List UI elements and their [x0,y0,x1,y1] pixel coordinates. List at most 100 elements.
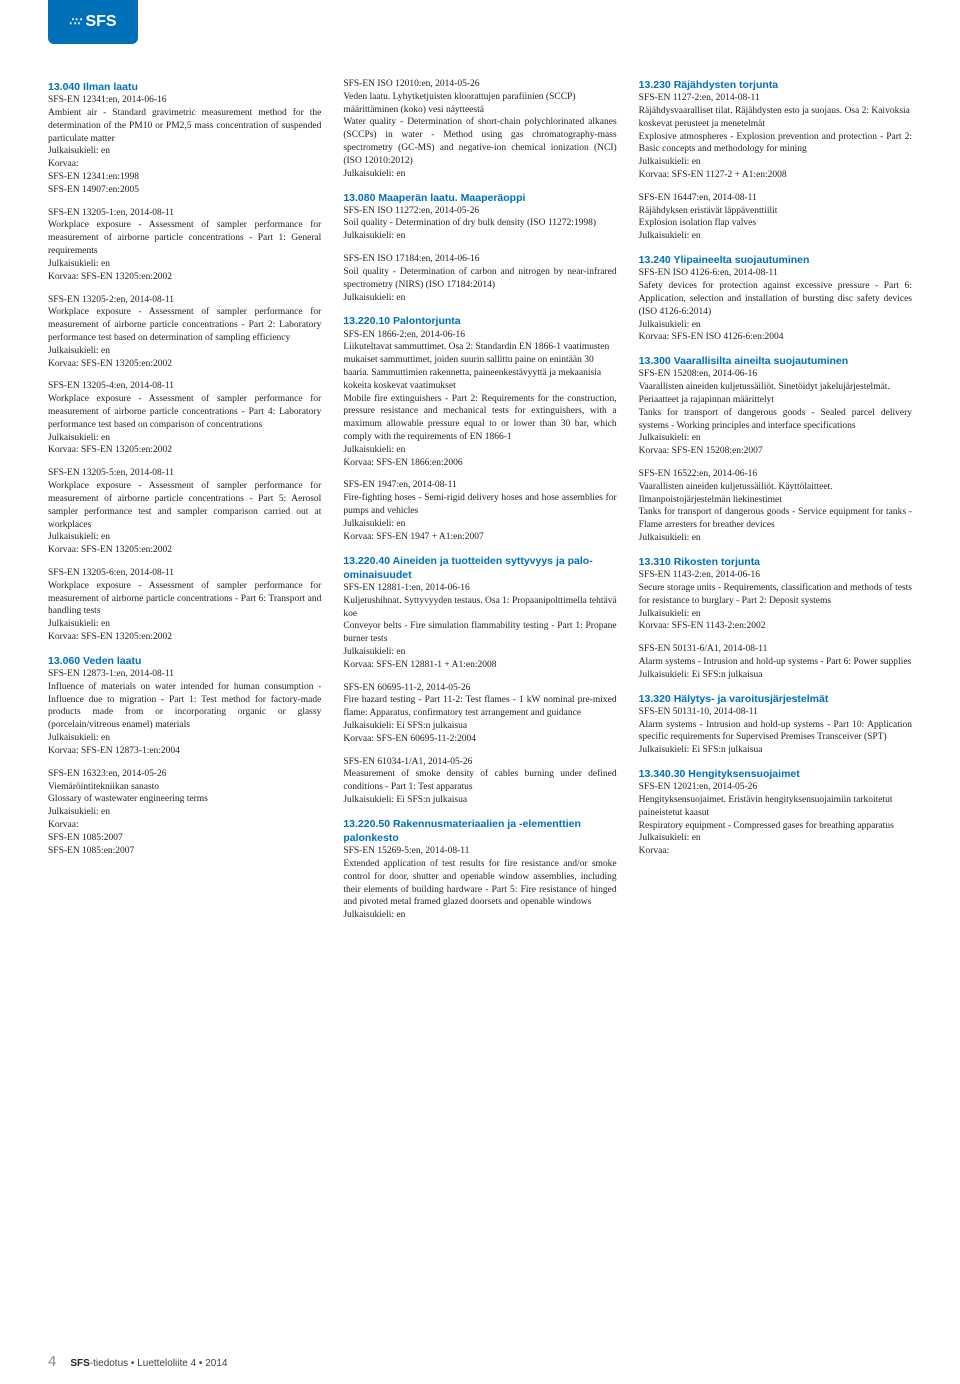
title-finnish: Veden laatu. Lyhytketjuisten kloorattuje… [343,91,616,117]
standard-title: Conveyor belts - Fire simulation flammab… [343,620,616,646]
replaces: Korvaa: SFS-EN 15208:en:2007 [639,445,912,458]
publication-language: Julkaisukieli: en [639,532,912,545]
publication-language: Julkaisukieli: en [639,832,912,845]
section-heading: 13.060 Veden laatu [48,654,321,668]
standard-title: Tanks for transport of dangerous goods -… [639,407,912,433]
standard-code: SFS-EN ISO 12010:en, 2014-05-26 [343,78,616,91]
standard-code: SFS-EN 50131-6/A1, 2014-08-11 [639,643,912,656]
standard-title: Glossary of wastewater engineering terms [48,793,321,806]
standard-title: Fire hazard testing - Part 11-2: Test fl… [343,694,616,720]
standard-code: SFS-EN 1127-2:en, 2014-08-11 [639,92,912,105]
page-number: 4 [48,1352,56,1372]
standard-entry: SFS-EN 1947:en, 2014-08-11Fire-fighting … [343,479,616,543]
standard-code: SFS-EN 13205-6:en, 2014-08-11 [48,567,321,580]
section-heading: 13.080 Maaperän laatu. Maaperäoppi [343,191,616,205]
title-finnish: Viemäröintitekniikan sanasto [48,781,321,794]
standard-title: Ambient air - Standard gravimetric measu… [48,107,321,145]
standard-entry: SFS-EN 61034-1/A1, 2014-05-26Measurement… [343,756,616,807]
publication-language: Julkaisukieli: en [48,432,321,445]
standard-code: SFS-EN ISO 4126-6:en, 2014-08-11 [639,267,912,280]
replaces: Korvaa: SFS-EN 1143-2:en:2002 [639,620,912,633]
replaces: Korvaa: SFS-EN 13205:en:2002 [48,544,321,557]
publication-language: Julkaisukieli: en [639,230,912,243]
standard-code: SFS-EN 50131-10, 2014-08-11 [639,706,912,719]
standard-title: Alarm systems - Intrusion and hold-up sy… [639,719,912,745]
publication-language: Julkaisukieli: en [639,608,912,621]
standard-entry: SFS-EN 60695-11-2, 2014-05-26Fire hazard… [343,682,616,746]
standard-code: SFS-EN ISO 17184:en, 2014-06-16 [343,253,616,266]
standard-title: Workplace exposure - Assessment of sampl… [48,580,321,618]
replaces: Korvaa: [639,845,912,858]
title-finnish: Hengityksensuojaimet. Eristävin hengityk… [639,794,912,820]
standard-title: Soil quality - Determination of carbon a… [343,266,616,292]
title-finnish: Vaarallisten aineiden kuljetussäiliöt. K… [639,481,912,507]
standard-code: SFS-EN 61034-1/A1, 2014-05-26 [343,756,616,769]
standard-title: Soil quality - Determination of dry bulk… [343,217,616,230]
publication-language: Julkaisukieli: en [639,432,912,445]
publication-language: Julkaisukieli: Ei SFS:n julkaisua [639,669,912,682]
standard-code: SFS-EN 13205-4:en, 2014-08-11 [48,380,321,393]
publication-language: Julkaisukieli: en [343,292,616,305]
standard-entry: 13.080 Maaperän laatu. MaaperäoppiSFS-EN… [343,191,616,244]
replaces: Korvaa: SFS-EN 13205:en:2002 [48,358,321,371]
standard-title: Alarm systems - Intrusion and hold-up sy… [639,656,912,669]
standard-entry: 13.240 Ylipaineelta suojautuminenSFS-EN … [639,253,912,344]
replaces: Korvaa: SFS-EN 13205:en:2002 [48,631,321,644]
standard-entry: SFS-EN 16522:en, 2014-06-16Vaarallisten … [639,468,912,545]
standard-code: SFS-EN 1143-2:en, 2014-06-16 [639,569,912,582]
replaces: Korvaa: SFS-EN 12881-1 + A1:en:2008 [343,659,616,672]
section-heading: 13.240 Ylipaineelta suojautuminen [639,253,912,267]
standard-title: Safety devices for protection against ex… [639,280,912,318]
replaces: Korvaa: SFS-EN 60695-11-2:2004 [343,733,616,746]
standard-entry: SFS-EN 13205-5:en, 2014-08-11Workplace e… [48,467,321,557]
standard-code: SFS-EN 60695-11-2, 2014-05-26 [343,682,616,695]
publication-language: Julkaisukieli: Ei SFS:n julkaisua [639,744,912,757]
standard-entry: SFS-EN 50131-6/A1, 2014-08-11Alarm syste… [639,643,912,681]
page-content: 13.040 Ilman laatuSFS-EN 12341:en, 2014-… [48,78,912,1344]
standard-code: SFS-EN 1866-2:en, 2014-06-16 [343,329,616,342]
section-heading: 13.310 Rikosten torjunta [639,555,912,569]
standard-title: Explosion isolation flap valves [639,217,912,230]
standard-entry: 13.320 Hälytys- ja varoitusjärjestelmätS… [639,692,912,757]
standard-entry: 13.300 Vaarallisilta aineilta suojautumi… [639,354,912,458]
replaces: Korvaa: SFS-EN 13205:en:2002 [48,444,321,457]
section-heading: 13.300 Vaarallisilta aineilta suojautumi… [639,354,912,368]
logo-dots-icon: ∴∵ [69,19,81,26]
standard-entry: 13.230 Räjähdysten torjuntaSFS-EN 1127-2… [639,78,912,182]
standard-code: SFS-EN 16447:en, 2014-08-11 [639,192,912,205]
standard-title: Workplace exposure - Assessment of sampl… [48,306,321,344]
replaces: Korvaa: SFS-EN 12341:en:1998 SFS-EN 1490… [48,158,321,196]
publication-language: Julkaisukieli: en [48,145,321,158]
publication-language: Julkaisukieli: en [48,618,321,631]
standard-title: Tanks for transport of dangerous goods -… [639,506,912,532]
section-heading: 13.220.10 Palontorjunta [343,314,616,328]
standard-entry: SFS-EN ISO 17184:en, 2014-06-16Soil qual… [343,253,616,304]
standard-entry: 13.040 Ilman laatuSFS-EN 12341:en, 2014-… [48,80,321,197]
standard-title: Secure storage units - Requirements, cla… [639,582,912,608]
standard-entry: SFS-EN 13205-6:en, 2014-08-11Workplace e… [48,567,321,644]
section-heading: 13.230 Räjähdysten torjunta [639,78,912,92]
publication-language: Julkaisukieli: en [48,258,321,271]
standard-code: SFS-EN 1947:en, 2014-08-11 [343,479,616,492]
standard-entry: SFS-EN 13205-2:en, 2014-08-11Workplace e… [48,294,321,371]
standard-entry: 13.310 Rikosten torjuntaSFS-EN 1143-2:en… [639,555,912,633]
publication-language: Julkaisukieli: en [343,168,616,181]
sfs-logo: ∴∵ SFS [48,0,138,44]
footer-text: SFS-tiedotus • Luetteloliite 4 • 2014 [70,1357,227,1371]
section-heading: 13.340.30 Hengityksensuojaimet [639,767,912,781]
standard-code: SFS-EN 13205-1:en, 2014-08-11 [48,207,321,220]
standard-title: Fire-fighting hoses - Semi-rigid deliver… [343,492,616,518]
standard-entry: SFS-EN 16323:en, 2014-05-26Viemäröintite… [48,768,321,858]
publication-language: Julkaisukieli: en [48,345,321,358]
standard-code: SFS-EN 15208:en, 2014-06-16 [639,368,912,381]
standard-title: Explosive atmospheres - Explosion preven… [639,131,912,157]
standard-code: SFS-EN 12021:en, 2014-05-26 [639,781,912,794]
standard-title: Respiratory equipment - Compressed gases… [639,820,912,833]
standard-title: Water quality - Determination of short-c… [343,116,616,167]
standard-title: Measurement of smoke density of cables b… [343,768,616,794]
section-heading: 13.040 Ilman laatu [48,80,321,94]
standard-entry: 13.340.30 HengityksensuojaimetSFS-EN 120… [639,767,912,858]
publication-language: Julkaisukieli: en [48,732,321,745]
standard-title: Workplace exposure - Assessment of sampl… [48,480,321,531]
publication-language: Julkaisukieli: en [343,444,616,457]
